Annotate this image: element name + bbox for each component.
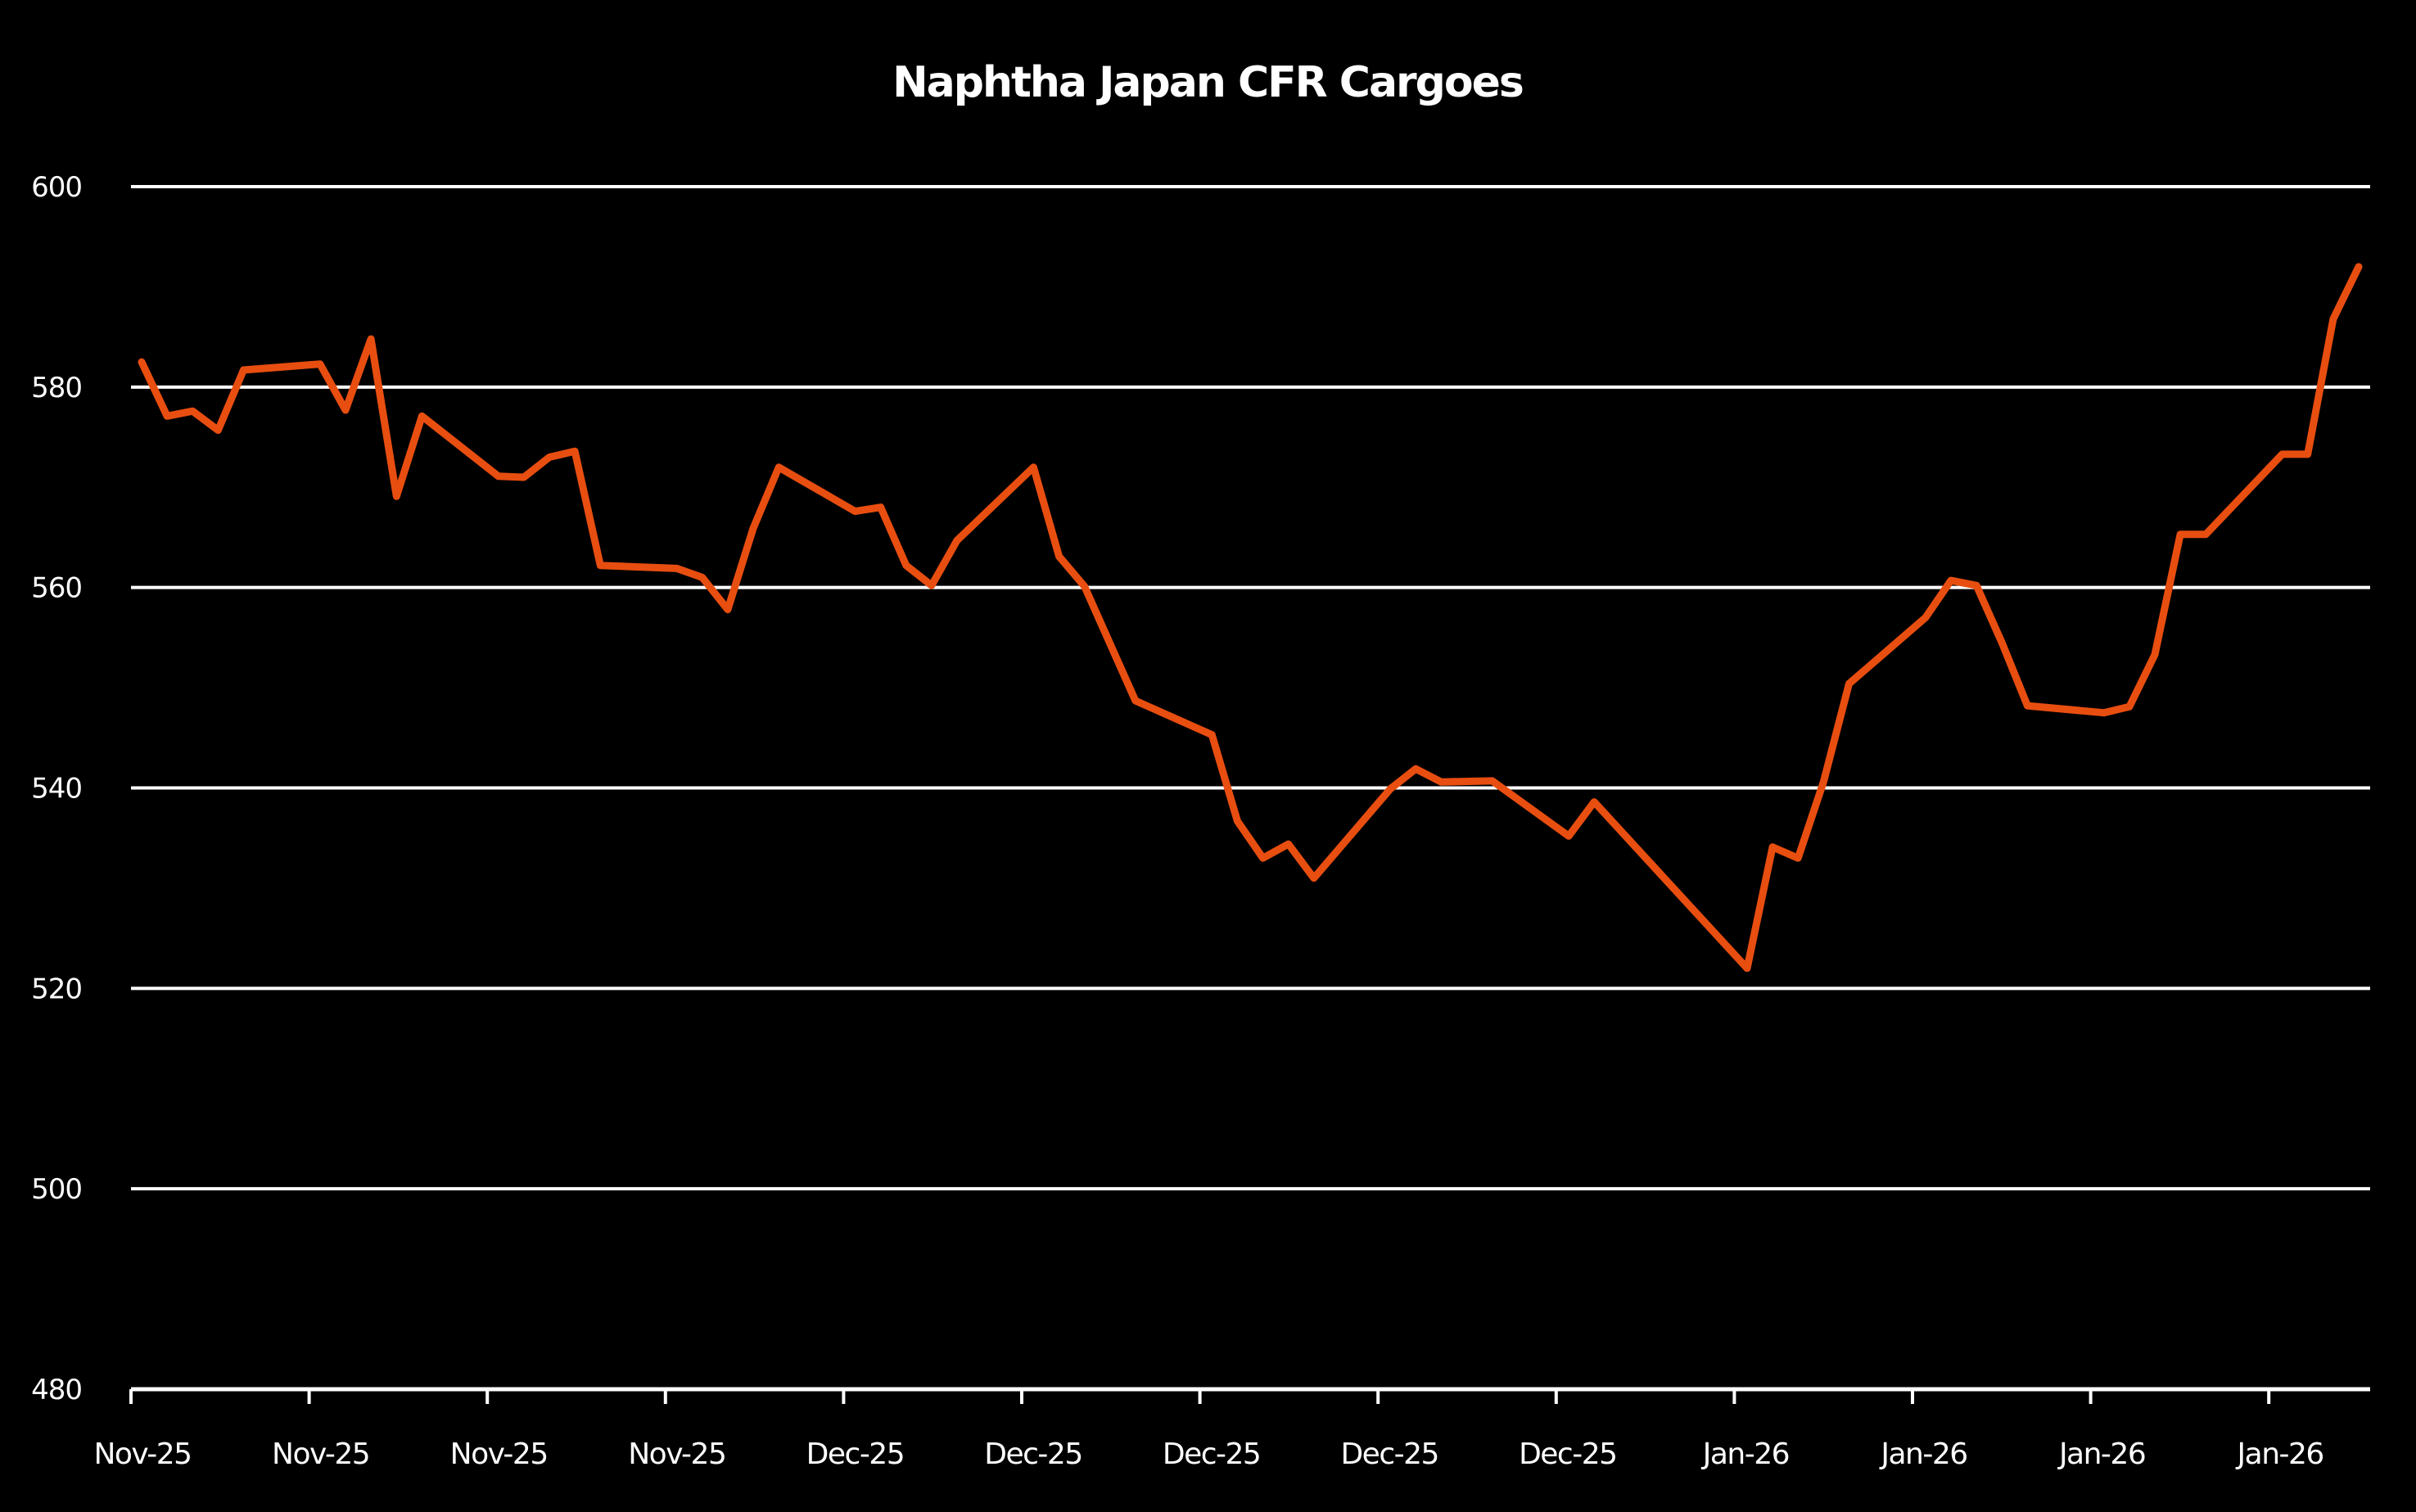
y-tick-label: 540 <box>31 773 82 806</box>
y-tick-label: 600 <box>31 171 82 204</box>
chart-title: Naphtha Japan CFR Cargoes <box>892 58 1523 107</box>
x-tick-label: Jan-26 <box>1701 1438 1789 1471</box>
y-tick-label: 580 <box>31 372 82 404</box>
x-tick-label: Dec-25 <box>1163 1438 1260 1471</box>
x-tick-label: Nov-25 <box>450 1438 548 1471</box>
x-tick-label: Jan-26 <box>2236 1438 2323 1471</box>
x-tick-label: Dec-25 <box>984 1438 1082 1471</box>
x-tick-label: Nov-25 <box>628 1438 725 1471</box>
x-tick-label: Jan-26 <box>1879 1438 1967 1471</box>
x-tick-label: Nov-25 <box>93 1438 191 1471</box>
x-axis-ticks: Nov-25 Nov-25 Nov-25 Nov-25 Dec-25 Dec-25 Dec-… <box>93 1389 2324 1471</box>
x-tick-label: Dec-25 <box>806 1438 904 1471</box>
x-tick-label: Nov-25 <box>272 1438 369 1471</box>
gridlines <box>131 185 2370 1191</box>
x-tick-label: Dec-25 <box>1519 1438 1616 1471</box>
y-tick-label: 560 <box>31 572 82 605</box>
y-tick-label: 520 <box>31 973 82 1005</box>
series-line-naphtha <box>138 263 2363 973</box>
x-tick-label: Jan-26 <box>2057 1438 2145 1471</box>
x-tick-label: Dec-25 <box>1340 1438 1438 1471</box>
y-tick-label: 480 <box>31 1374 82 1406</box>
y-tick-label: 500 <box>31 1173 82 1206</box>
y-axis-labels: 480 500 520 540 560 580 600 <box>31 171 83 1406</box>
